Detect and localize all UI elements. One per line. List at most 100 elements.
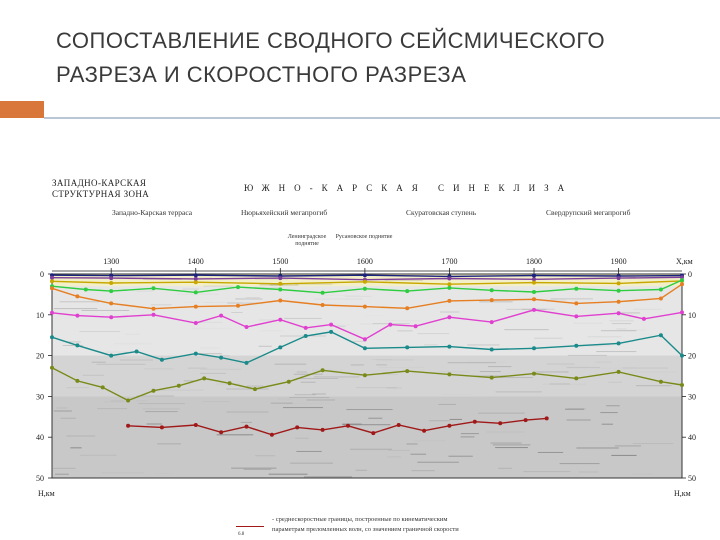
boundary-point (616, 281, 621, 286)
boundary-point (362, 286, 367, 291)
seismic-reflector (82, 374, 104, 376)
plot-frame (51, 273, 683, 479)
seismic-reflector (342, 424, 391, 426)
seismic-reflector (572, 290, 585, 291)
seismic-reflector (53, 467, 76, 469)
legend-line-1: - среднескоростные границы, построенные … (272, 516, 448, 523)
boundary-point (371, 431, 376, 436)
seismic-reflector (388, 449, 410, 451)
seismic-reflector (268, 473, 308, 475)
boundary-point (532, 371, 536, 376)
boundary-point (75, 343, 80, 348)
seismic-reflector (286, 403, 330, 404)
seismic-reflector (355, 469, 367, 471)
boundary-point (50, 275, 54, 280)
boundary-point (422, 428, 427, 433)
boundary-point (109, 315, 114, 320)
seismic-reflector (284, 317, 322, 319)
boundary-point (362, 273, 367, 278)
y-tick-label: 30 (36, 392, 44, 401)
boundary-point (278, 298, 283, 303)
seismic-reflector (66, 435, 96, 437)
small-label-rusanov: Русановское поднятие (335, 234, 393, 240)
boundary-point (362, 346, 367, 351)
seismic-reflector (632, 443, 674, 445)
slide-title-line-1: СОПОСТАВЛЕНИЕ СВОДНОГО СЕЙСМИЧЕСКОГО (56, 28, 606, 53)
seismic-reflector (466, 375, 509, 377)
seismic-reflector (231, 467, 277, 469)
seismic-reflector (567, 408, 587, 410)
seismic-reflector (255, 455, 276, 457)
boundary-line-8 (51, 367, 683, 402)
y-tick-label: 50 (36, 474, 44, 483)
seismic-reflector (622, 367, 669, 369)
boundary-point (641, 316, 646, 321)
seismic-reflector (571, 345, 612, 347)
sub-label-nyurkhey: Нюрьяхейский мегапрогиб (241, 208, 328, 217)
seismic-reflector (202, 400, 230, 402)
seismic-reflector (295, 437, 309, 439)
boundary-point (574, 376, 579, 381)
seismic-reflector (608, 381, 623, 383)
y-tick-label-right: 20 (688, 352, 696, 361)
seismic-reflector (150, 304, 172, 306)
slide-title-line-2: РАЗРЕЗА И СКОРОСТНОГО РАЗРЕЗА (56, 62, 467, 87)
boundary-line-7 (51, 331, 683, 364)
boundary-point (405, 306, 410, 311)
boundary-point (447, 298, 452, 303)
seismic-reflector (449, 418, 462, 420)
seismic-reflector (144, 368, 174, 370)
zone-west-line-2: СТРУКТУРНАЯ ЗОНА (52, 189, 150, 199)
boundary-point (193, 423, 198, 427)
seismic-reflector (312, 393, 326, 395)
boundary-point (396, 423, 401, 427)
seismic-reflector (68, 341, 81, 343)
seismic-reflector (546, 363, 575, 365)
boundary-point (50, 365, 54, 370)
boundary-point (134, 349, 139, 354)
x-tick-label: 1700 (441, 257, 457, 266)
seismic-reflector (293, 373, 323, 375)
boundary-point (75, 378, 80, 383)
seismic-reflector (616, 328, 627, 330)
seismic-reflector (227, 302, 263, 304)
seismic-reflector (620, 312, 640, 314)
boundary-point (616, 341, 621, 346)
boundary-point (532, 297, 536, 302)
seismic-reflector (600, 368, 636, 369)
seismic-reflector (136, 290, 153, 292)
seismic-reflector (438, 403, 457, 405)
seismic-reflector (632, 473, 653, 474)
seismic-reflector (537, 451, 564, 453)
boundary-point (244, 424, 249, 429)
seismic-reflector (368, 370, 405, 371)
seismic-reflector (53, 308, 98, 310)
seismic-reflector (342, 423, 362, 425)
boundary-point (126, 423, 131, 428)
seismic-reflector (300, 381, 316, 383)
seismic-reflector (573, 322, 603, 324)
seismic-reflector (110, 400, 125, 402)
seismic-reflector (376, 364, 387, 366)
seismic-reflector (448, 455, 473, 457)
seismic-reflector (533, 337, 563, 339)
seismic-reflector (630, 371, 677, 372)
seismic-reflector (142, 408, 181, 410)
seismic-reflector (410, 453, 427, 455)
boundary-point (489, 347, 494, 352)
seismic-reflector (91, 361, 106, 363)
zone-west-label: ЗАПАДНО-КАРСКАЯ СТРУКТУРНАЯ ЗОНА (52, 178, 149, 200)
seismic-reflector (559, 463, 600, 465)
seismic-reflector (492, 444, 531, 446)
boundary-point (616, 288, 621, 293)
seismic-reflector (296, 371, 307, 373)
seismic-reflector (97, 408, 128, 410)
seismic-reflector (609, 320, 634, 322)
boundary-point (447, 282, 452, 287)
seismic-reflector (53, 410, 72, 412)
seismic-reflector (304, 476, 353, 478)
y-unit-label-left: Н,км (38, 489, 55, 498)
seismic-reflector (566, 367, 601, 369)
seismic-reflector (378, 367, 424, 368)
seismic-reflector (259, 284, 284, 286)
